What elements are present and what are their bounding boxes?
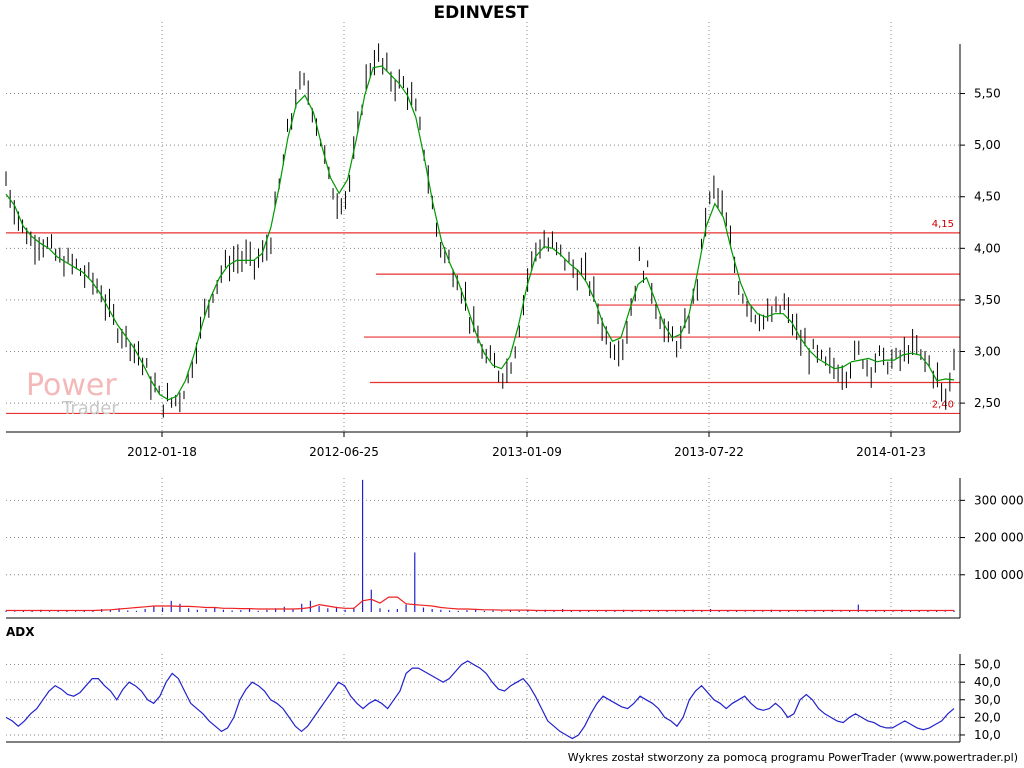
footer-credit: Wykres został stworzony za pomocą progra… <box>568 751 1018 764</box>
volume-bars <box>5 479 955 612</box>
volume-panel: 100 000 200 000 300 000 <box>5 478 1024 619</box>
volume-moving-average-line <box>6 596 954 612</box>
price-grid <box>6 22 960 432</box>
date-xtick-label-1: 2012-06-25 <box>309 445 379 459</box>
adx-panel: ADX 10,0 20,0 30,0 40,0 50,0 <box>5 625 1001 743</box>
support-resistance-levels: 4,15 2,40 <box>6 219 960 415</box>
chart-title: EDINVEST <box>434 3 529 23</box>
price-moving-average-line <box>5 65 955 401</box>
watermark-power: Power <box>26 368 117 403</box>
price-ytick-label-1: 3,00 <box>974 345 1001 359</box>
price-ytick-label-6: 5,50 <box>974 87 1001 101</box>
volume-ytick-label-1: 200 000 <box>974 531 1024 545</box>
date-xtick-label-4: 2014-01-23 <box>856 445 926 459</box>
price-panel: 4,15 2,40 Power Trader 2,50 3,00 3,50 4,00 4,… <box>5 22 1001 459</box>
adx-title: ADX <box>6 625 35 639</box>
date-xtick-label-0: 2012-01-18 <box>127 445 197 459</box>
adx-ytick-label-0: 10,0 <box>974 728 1001 742</box>
adx-ytick-label-1: 20,0 <box>974 710 1001 724</box>
price-y-ticks: 2,50 3,00 3,50 4,00 4,50 5,00 5,50 <box>960 87 1001 410</box>
volume-y-ticks: 100 000 200 000 300 000 <box>960 493 1024 582</box>
price-ytick-label-4: 4,50 <box>974 190 1001 204</box>
level-label-0: 4,15 <box>932 219 954 230</box>
volume-grid <box>6 478 960 618</box>
price-ytick-label-5: 5,00 <box>974 138 1001 152</box>
adx-ytick-label-3: 40,0 <box>974 675 1001 689</box>
price-ytick-label-2: 3,50 <box>974 293 1001 307</box>
date-xtick-label-3: 2013-07-22 <box>674 445 744 459</box>
watermark-trader: Trader <box>61 398 119 419</box>
price-ytick-label-0: 2,50 <box>974 396 1001 410</box>
adx-ytick-label-4: 50,0 <box>974 658 1001 672</box>
date-x-ticks: 2012-01-18 2012-06-25 2013-01-09 2013-07-22… <box>127 432 926 459</box>
adx-line <box>5 660 955 740</box>
price-ytick-label-3: 4,00 <box>974 241 1001 255</box>
date-xtick-label-2: 2013-01-09 <box>492 445 562 459</box>
adx-y-ticks: 10,0 20,0 30,0 40,0 50,0 <box>960 658 1001 742</box>
volume-ytick-label-0: 100 000 <box>974 568 1024 582</box>
volume-ytick-label-2: 300 000 <box>974 493 1024 507</box>
adx-ytick-label-2: 30,0 <box>974 693 1001 707</box>
price-bars <box>5 43 955 418</box>
adx-grid <box>6 654 960 742</box>
level-label-5: 2,40 <box>932 399 954 410</box>
